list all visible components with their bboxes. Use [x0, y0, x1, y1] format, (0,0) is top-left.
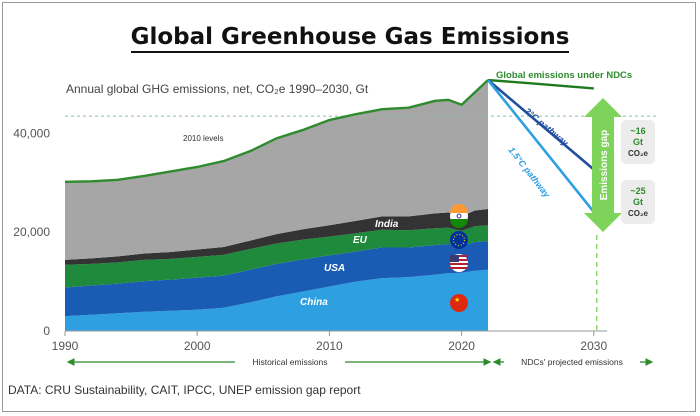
y-tick-label: 40,000	[13, 126, 50, 140]
x-tick-label: 2030	[580, 339, 607, 353]
x-tick-label: 2010	[316, 339, 343, 353]
levels-2010-label: 2010 levels	[183, 134, 223, 143]
gap-16-value: ~16	[630, 126, 645, 136]
gap-16-unit: Gt	[633, 137, 643, 147]
chart-subtitle: Annual global GHG emissions, net, CO₂e 1…	[66, 82, 369, 96]
line-layer	[64, 78, 657, 331]
stacked-areas	[65, 80, 489, 331]
y-tick-label: 0	[43, 324, 50, 338]
gap-box-25: ~25 Gt CO₂e	[621, 180, 655, 224]
eu-label: EU	[353, 235, 368, 246]
title-text: Global Greenhouse Gas Emissions	[130, 24, 570, 53]
gap-16-co2: CO₂e	[628, 149, 649, 158]
ndc-projection-line	[487, 78, 594, 90]
rest-of-world-area	[65, 80, 489, 260]
gap-25-co2: CO₂e	[628, 209, 649, 218]
usa-area	[65, 241, 489, 317]
historical-bracket: Historical emissions	[66, 357, 492, 367]
china-flag-icon: ★	[450, 294, 468, 312]
x-tick-label: 2000	[184, 339, 211, 353]
emissions-gap-label: Emissions gap	[599, 130, 610, 201]
emissions-gap-arrow: Emissions gap	[584, 98, 622, 232]
x-tick-label: 1990	[52, 339, 79, 353]
india-flag-icon	[450, 204, 468, 228]
axes: 1990 2000 2010 2020 2030 0 20,000 40,000	[13, 126, 607, 353]
china-area	[65, 269, 489, 331]
india-label: India	[375, 219, 399, 230]
india-area	[65, 208, 489, 265]
gap-box-16: ~16 Gt CO₂e	[621, 120, 655, 164]
usa-flag-icon	[450, 254, 468, 272]
pathway-15c-line	[487, 79, 595, 213]
eu-area	[65, 225, 489, 288]
pathway-2c-label: 2°C pathway	[522, 105, 571, 148]
projected-bracket: NDCs' projected emissions	[492, 357, 654, 367]
usa-label: USA	[324, 263, 345, 274]
pathway-2c-line	[487, 79, 595, 171]
historical-label: Historical emissions	[252, 357, 327, 367]
page-title: Global Greenhouse Gas Emissions	[0, 24, 700, 53]
projected-label: NDCs' projected emissions	[521, 357, 623, 367]
x-tick-label: 2020	[448, 339, 475, 353]
total-emissions-line	[64, 79, 489, 184]
gap-25-value: ~25	[630, 186, 645, 196]
china-label: China	[300, 297, 328, 308]
gap-25-unit: Gt	[633, 197, 643, 207]
ndc-line-label: Global emissions under NDCs	[496, 70, 632, 81]
data-source-note: DATA: CRU Sustainability, CAIT, IPCC, UN…	[8, 383, 361, 397]
eu-flag-icon	[450, 231, 468, 249]
y-tick-label: 20,000	[13, 225, 50, 239]
svg-text:★: ★	[454, 296, 460, 304]
